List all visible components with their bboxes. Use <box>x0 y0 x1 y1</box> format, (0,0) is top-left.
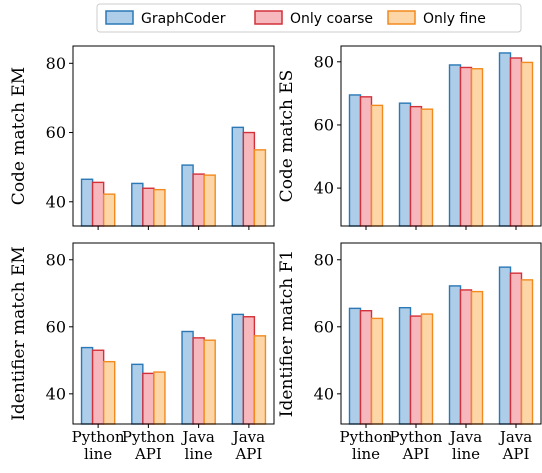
y-tick-label: 80 <box>314 250 334 269</box>
y-tick-label: 80 <box>46 250 66 269</box>
bar-only-fine-java-line <box>470 68 484 227</box>
bar-only-fine-python-api <box>153 371 166 425</box>
bar-only-fine-python-line <box>370 104 384 227</box>
y-tick-label: 40 <box>46 192 66 211</box>
x-tick-label-python-line: Python <box>72 428 125 446</box>
y-tick-label: 40 <box>314 179 334 198</box>
bar-graphcoder-python-line <box>348 307 362 425</box>
y-axis-label: Identifier match EM <box>9 246 29 421</box>
bar-only-fine-python-api <box>420 313 434 425</box>
x-tick-label-java-api: API <box>234 445 262 463</box>
bar-only-coarse-java-line <box>459 289 473 425</box>
bar-only-fine-java-api <box>253 149 267 227</box>
bar-graphcoder-python-line <box>80 178 94 227</box>
bar-only-fine-java-line <box>203 174 216 227</box>
bar-only-coarse-python-api <box>142 187 155 227</box>
bar-graphcoder-python-api <box>131 363 144 425</box>
bar-only-coarse-java-line <box>192 173 205 227</box>
bar-only-fine-python-line <box>102 193 116 227</box>
x-tick-label-python-api: API <box>134 445 162 463</box>
legend-swatch-only-fine <box>387 10 416 25</box>
bar-only-fine-java-api <box>520 61 534 227</box>
x-tick-label-java-line: Java <box>448 428 482 446</box>
chart-panel-code-match-es: 40 60 80 Code match ES <box>277 45 542 230</box>
x-tick-label-java-line: line <box>452 445 480 463</box>
bar-only-coarse-python-line <box>91 181 105 227</box>
bar-graphcoder-python-api <box>131 182 144 227</box>
bar-graphcoder-python-line <box>80 346 94 425</box>
y-axis-label: Identifier match F1 <box>277 250 297 417</box>
x-tick-label-java-api: Java <box>498 428 532 446</box>
bar-only-coarse-python-api <box>409 105 423 227</box>
x-tick-label-python-line: Python <box>340 428 393 446</box>
bar-only-fine-python-api <box>153 188 166 227</box>
legend-label-only-coarse: Only coarse <box>290 11 373 27</box>
bar-only-fine-python-api <box>420 108 434 227</box>
y-tick-label: 60 <box>46 317 66 336</box>
bar-only-coarse-python-api <box>142 372 155 425</box>
bar-graphcoder-java-line <box>448 285 462 425</box>
x-tick-label-python-api: Python <box>122 428 175 446</box>
legend-swatch-graphcoder <box>105 10 134 25</box>
y-axis-label: Code match EM <box>9 67 29 205</box>
y-tick-label: 60 <box>314 115 334 134</box>
legend-swatch-only-coarse <box>254 10 283 25</box>
chart-panel-identifier-match-f1: 406080PythonlinePythonAPIJavalineJavaAPI… <box>277 242 542 463</box>
legend-label-graphcoder: GraphCoder <box>141 11 226 27</box>
legend: GraphCoder Only coarse Only fine <box>96 3 522 33</box>
x-tick-label-java-api: API <box>502 445 530 463</box>
bar-graphcoder-python-api <box>398 102 412 227</box>
bar-only-coarse-java-api <box>509 272 523 425</box>
bar-only-coarse-python-api <box>409 315 423 425</box>
bar-only-fine-python-line <box>370 317 384 425</box>
bar-graphcoder-python-line <box>348 94 362 227</box>
bar-only-coarse-python-line <box>359 96 373 227</box>
y-tick-label: 60 <box>46 123 66 142</box>
plot-frame <box>340 242 542 425</box>
x-tick-label-java-api: Java <box>231 428 265 446</box>
bar-only-coarse-java-line <box>459 66 473 227</box>
bar-only-coarse-python-line <box>359 310 373 425</box>
plot-frame <box>72 45 275 227</box>
bar-graphcoder-java-api <box>231 126 245 227</box>
bar-only-coarse-java-api <box>242 131 256 227</box>
bar-graphcoder-java-api <box>498 266 512 425</box>
y-tick-label: 80 <box>314 52 334 71</box>
bar-only-coarse-java-line <box>192 337 205 425</box>
y-tick-label: 60 <box>314 317 334 336</box>
bar-graphcoder-java-line <box>448 64 462 227</box>
y-tick-label: 40 <box>46 384 66 403</box>
plot-frame <box>72 242 275 425</box>
bar-graphcoder-java-api <box>231 313 245 425</box>
bar-only-coarse-java-api <box>509 57 523 227</box>
bar-graphcoder-java-api <box>498 52 512 227</box>
x-tick-label-java-line: line <box>185 445 213 463</box>
bar-graphcoder-python-api <box>398 306 412 425</box>
bar-only-fine-python-line <box>102 360 116 425</box>
legend-label-only-fine: Only fine <box>423 11 486 27</box>
bar-only-fine-java-api <box>253 335 267 425</box>
bar-only-fine-java-line <box>203 339 216 425</box>
x-tick-label-python-line: line <box>352 445 380 463</box>
x-tick-label-python-api: API <box>402 445 430 463</box>
bar-graphcoder-java-line <box>181 330 194 425</box>
bar-graphcoder-java-line <box>181 164 194 227</box>
bar-only-fine-java-api <box>520 279 534 425</box>
bar-only-coarse-python-line <box>91 349 105 425</box>
bar-only-coarse-java-api <box>242 316 256 425</box>
chart-panel-identifier-match-em: 406080PythonlinePythonAPIJavalineJavaAPI… <box>9 242 275 463</box>
x-tick-label-python-line: line <box>84 445 112 463</box>
plot-frame <box>340 45 542 227</box>
bar-only-fine-java-line <box>470 290 484 425</box>
chart-panel-code-match-em: 40 60 80 Code match EM <box>9 45 275 230</box>
y-tick-label: 40 <box>314 384 334 403</box>
y-axis-label: Code match ES <box>277 70 297 203</box>
y-tick-label: 80 <box>46 54 66 73</box>
x-tick-label-python-api: Python <box>390 428 443 446</box>
x-tick-label-java-line: Java <box>180 428 214 446</box>
